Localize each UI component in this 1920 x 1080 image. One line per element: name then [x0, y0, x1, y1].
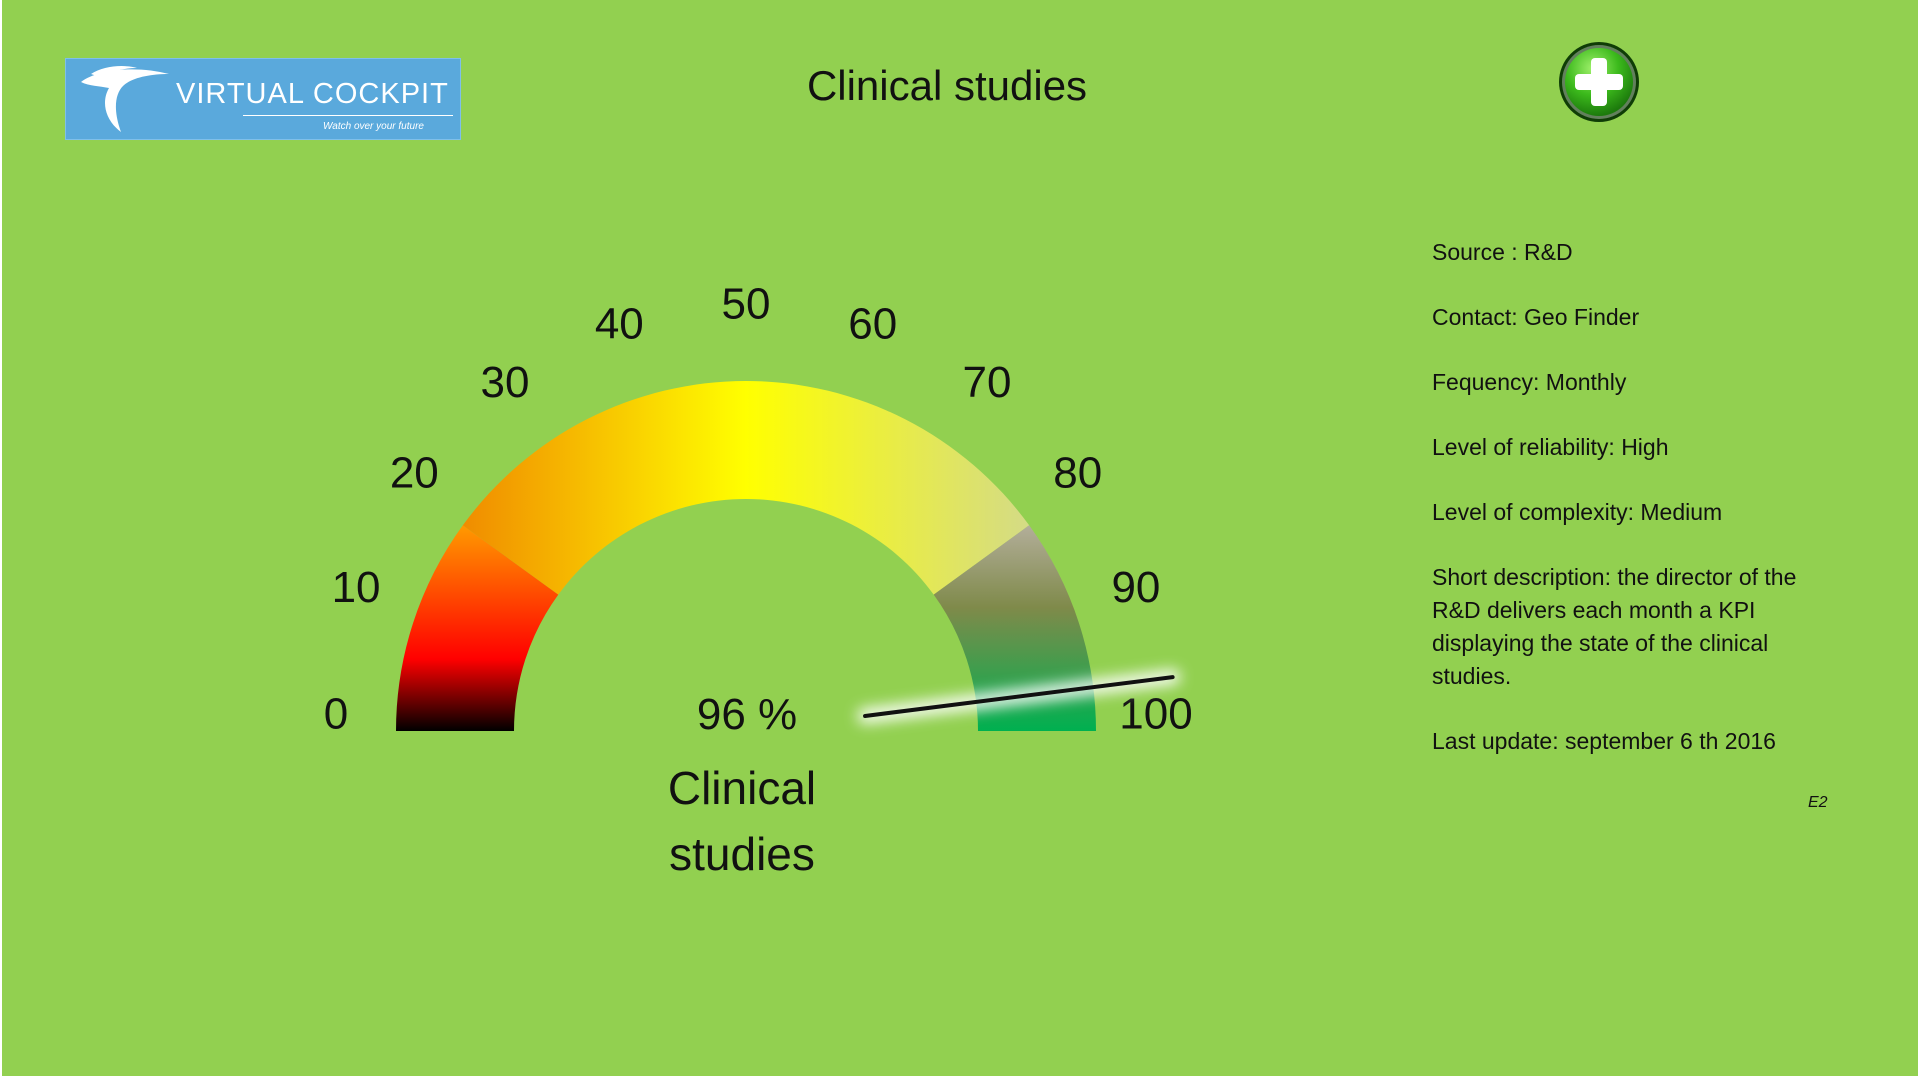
info-contact: Contact: Geo Finder [1432, 304, 1640, 330]
info-complexity: Level of complexity: Medium [1432, 499, 1723, 525]
eagle-logo-icon [81, 66, 169, 132]
gauge-tick-100: 100 [1119, 690, 1192, 739]
gauge-tick-60: 60 [848, 300, 897, 349]
gauge-needle [863, 675, 1175, 718]
gauge-tick-70: 70 [963, 358, 1012, 407]
logo-title: VIRTUAL COCKPIT [176, 78, 449, 110]
gauge-label: Clinical studies [667, 762, 817, 880]
virtual-cockpit-logo[interactable]: VIRTUAL COCKPIT Watch over your future [65, 58, 461, 140]
info-last-update: Last update: september 6 th 2016 [1432, 728, 1776, 754]
logo-underline [243, 115, 453, 116]
gauge-band-mid [462, 380, 1030, 595]
gauge-tick-50: 50 [722, 280, 771, 329]
plus-circle-icon[interactable] [1557, 40, 1641, 124]
gauge-tick-0: 0 [324, 690, 348, 739]
gauge-tick-90: 90 [1111, 563, 1160, 612]
gauge-value: 96 % [696, 690, 798, 739]
gauge-tick-10: 10 [332, 563, 381, 612]
logo-tagline: Watch over your future [323, 121, 424, 132]
info-panel: Source : R&D Contact: Geo Finder Fequenc… [1432, 236, 1832, 790]
info-source: Source : R&D [1432, 239, 1573, 265]
gauge-band-low [396, 525, 559, 731]
gauge-band-high [933, 525, 1096, 731]
info-frequency: Fequency: Monthly [1432, 369, 1627, 395]
page-title: Clinical studies [806, 62, 1088, 109]
gauge-tick-40: 40 [595, 300, 644, 349]
info-description: Short description: the director of the R… [1432, 564, 1797, 689]
info-reliability: Level of reliability: High [1432, 434, 1669, 460]
gauge-tick-labels: 0 10 20 30 40 50 60 70 80 90 100 [324, 280, 1193, 739]
gauge-tick-80: 80 [1053, 449, 1102, 498]
gauge-tick-20: 20 [390, 449, 439, 498]
slide-code: E2 [1808, 794, 1828, 811]
gauge-tick-30: 30 [481, 358, 530, 407]
